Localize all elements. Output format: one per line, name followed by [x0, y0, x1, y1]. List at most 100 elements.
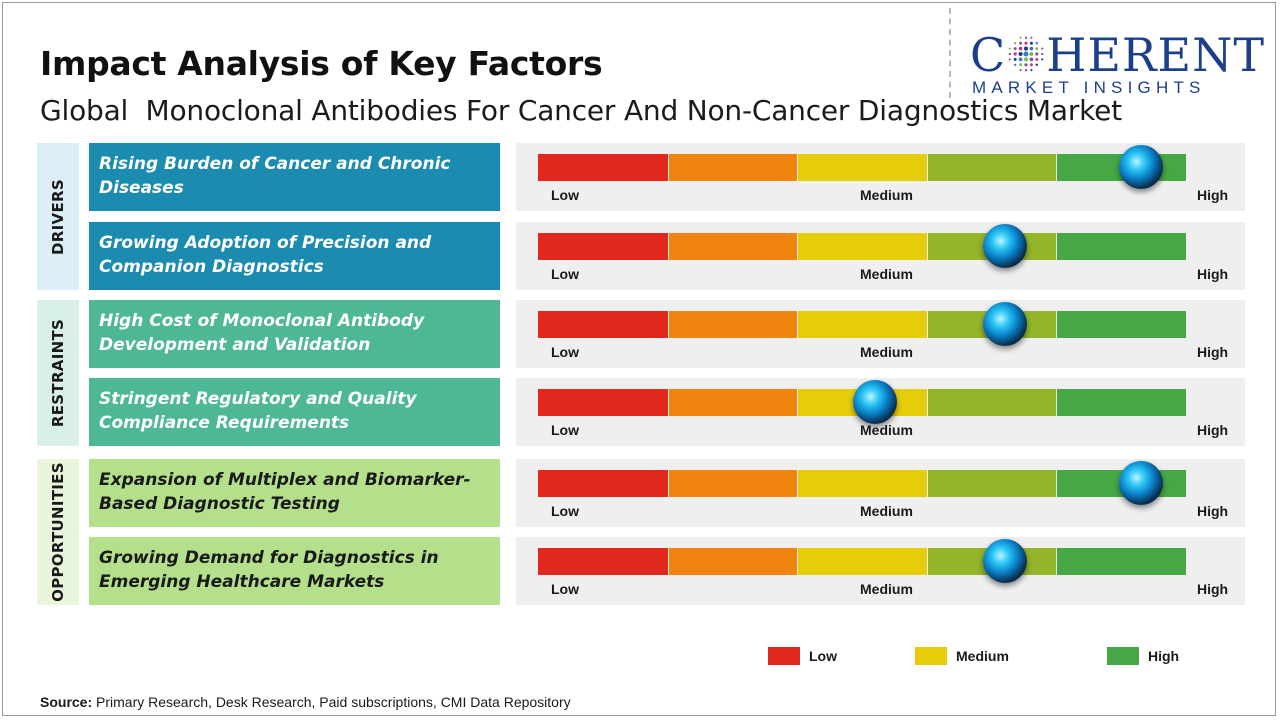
gauge-segment [538, 389, 668, 416]
gauge-segment [1057, 233, 1186, 260]
logo-orb-dot [1023, 51, 1029, 57]
tick-label-medium: Medium [860, 187, 913, 203]
gauge-segment [927, 154, 1057, 181]
gauge-segment [538, 233, 668, 260]
tick-label-medium: Medium [860, 266, 913, 282]
logo-orb-dot [1030, 36, 1033, 39]
tick-label-low: Low [551, 422, 579, 438]
tick-label-low: Low [551, 503, 579, 519]
logo-orb-dot [1029, 51, 1034, 57]
factor-box: Growing Adoption of Precision and Compan… [89, 222, 500, 290]
gauge-segment [1057, 389, 1186, 416]
factor-box: Growing Demand for Diagnostics in Emergi… [89, 537, 500, 605]
legend-label: High [1148, 648, 1180, 664]
source-note: Source: Primary Research, Desk Research,… [40, 694, 571, 710]
logo-orb-dot [1030, 69, 1033, 72]
gauge-panel: Low Medium High [516, 537, 1245, 605]
gauge-segment [538, 311, 668, 338]
legend-swatch [915, 647, 947, 665]
logo-orb-dot [1018, 57, 1023, 62]
tick-label-medium: Medium [860, 581, 913, 597]
gauge-track [538, 145, 1186, 189]
factor-box: Expansion of Multiplex and Biomarker-Bas… [89, 459, 500, 527]
logo-orb-dot [1019, 63, 1023, 67]
factor-label: High Cost of Monoclonal Antibody Develop… [99, 311, 425, 355]
gauge-track [538, 224, 1186, 268]
gauge-segment [798, 311, 927, 338]
tick-label-medium: Medium [860, 344, 913, 360]
tick-label-high: High [1197, 266, 1229, 282]
logo-orb-dot [1041, 52, 1044, 56]
gauge-segment [798, 154, 927, 181]
gauge-segment [668, 389, 798, 416]
legend-swatch [1107, 647, 1139, 665]
gauge-track [538, 461, 1186, 505]
gauge-segment [798, 548, 927, 575]
chart-title: Impact Analysis of Key Factors [40, 44, 603, 83]
logo-orb-dot [1013, 47, 1017, 51]
gauge-track [538, 539, 1186, 583]
logo-orb-dot [1035, 52, 1039, 56]
gauge-panel: Low Medium High [516, 143, 1245, 211]
logo-orb-dot [1024, 57, 1029, 62]
logo-orb-dot [1029, 46, 1034, 51]
tick-label-high: High [1197, 344, 1229, 360]
impact-marker [852, 380, 897, 424]
logo-orb-dot [1013, 57, 1017, 61]
gauge-segment [927, 470, 1057, 497]
gauge-segment [668, 154, 798, 181]
logo-orb-dot [1035, 63, 1039, 67]
tick-label-high: High [1197, 503, 1229, 519]
tick-label-medium: Medium [860, 422, 913, 438]
gauge-track [538, 380, 1186, 424]
factor-label: Rising Burden of Cancer and Chronic Dise… [99, 154, 451, 198]
gauge-segment [538, 470, 668, 497]
tick-label-medium: Medium [860, 503, 913, 519]
gauge-segment [1057, 311, 1186, 338]
factor-box: Rising Burden of Cancer and Chronic Dise… [89, 143, 500, 211]
logo-orb-dot [1025, 36, 1028, 39]
logo-orb-icon [1008, 36, 1044, 72]
tick-label-low: Low [551, 344, 579, 360]
logo-orb-dot [1029, 57, 1034, 62]
chart-subtitle: Global Monoclonal Antibodies For Cancer … [40, 94, 1122, 127]
logo-orb-dot [1018, 46, 1023, 51]
logo-orb-dot [1024, 63, 1028, 67]
legend-swatch [768, 647, 800, 665]
gauge-segment [668, 548, 798, 575]
category-opportunities: OPPORTUNITIES [37, 459, 79, 605]
gauge-segment [538, 154, 668, 181]
gauge-segment [538, 548, 668, 575]
gauge-track [538, 302, 1186, 346]
category-restraints: RESTRAINTS [37, 300, 79, 446]
logo-orb-dot [1035, 41, 1039, 45]
gauge-segment [668, 311, 798, 338]
gauge-panel: Low Medium High [516, 222, 1245, 290]
category-label: OPPORTUNITIES [49, 462, 67, 602]
category-drivers: DRIVERS [37, 143, 79, 290]
factor-box: Stringent Regulatory and Quality Complia… [89, 378, 500, 446]
tick-label-low: Low [551, 581, 579, 597]
logo-orb-dot [1035, 47, 1039, 51]
logo-orb-dot [1014, 41, 1017, 45]
tick-label-high: High [1197, 187, 1229, 203]
logo-orb-dot [1019, 41, 1023, 45]
logo-orb-dot [1024, 46, 1029, 51]
impact-marker [982, 302, 1027, 346]
logo-orb-dot [1008, 47, 1012, 50]
logo-text-prefix: C [970, 28, 1007, 82]
factor-label: Stringent Regulatory and Quality Complia… [99, 389, 417, 433]
gauge-segment [798, 470, 927, 497]
tick-label-low: Low [551, 266, 579, 282]
gauge-panel: Low Medium High [516, 459, 1245, 527]
factor-label: Growing Adoption of Precision and Compan… [99, 233, 432, 277]
impact-marker [1118, 461, 1163, 505]
gauge-panel: Low Medium High [516, 300, 1245, 368]
category-label: DRIVERS [49, 178, 67, 255]
logo-orb-dot [1041, 58, 1044, 61]
gauge-segment [668, 470, 798, 497]
logo-orb-dot [1014, 63, 1017, 67]
logo-orb-dot [1008, 58, 1012, 61]
source-prefix: Source: [40, 694, 93, 710]
